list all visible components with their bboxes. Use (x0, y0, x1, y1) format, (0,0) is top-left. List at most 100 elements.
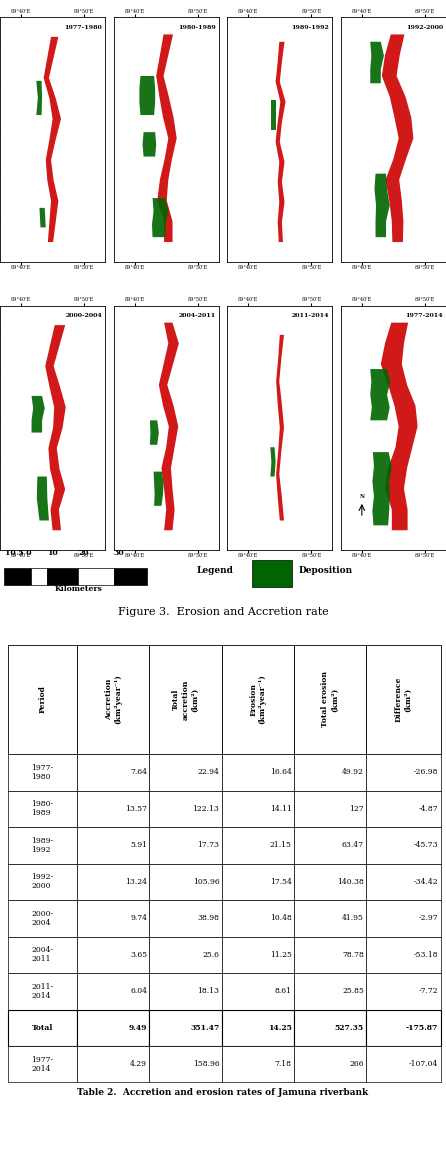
Text: 1977-
2014: 1977- 2014 (32, 1055, 54, 1073)
Text: 30: 30 (114, 549, 124, 556)
Bar (222, 901, 294, 936)
Text: -2.97: -2.97 (419, 914, 438, 922)
Bar (149, 645, 222, 754)
Text: 2011-2014: 2011-2014 (292, 313, 329, 318)
Text: Total: Total (32, 1024, 53, 1032)
Polygon shape (276, 42, 285, 242)
Text: 1980-
1989: 1980- 1989 (32, 800, 54, 817)
Polygon shape (382, 35, 413, 242)
Text: 4.29: 4.29 (130, 1060, 147, 1068)
Text: -45.73: -45.73 (414, 842, 438, 850)
Polygon shape (45, 325, 66, 531)
Polygon shape (143, 132, 156, 156)
Text: 78.78: 78.78 (342, 950, 364, 958)
Bar (77, 973, 149, 1009)
Text: Difference
(km²): Difference (km²) (395, 676, 412, 722)
Text: 122.13: 122.13 (193, 805, 219, 813)
Polygon shape (153, 472, 164, 506)
Bar (8, 901, 77, 936)
Polygon shape (270, 447, 276, 476)
Polygon shape (36, 81, 42, 116)
Text: 17.73: 17.73 (198, 842, 219, 850)
Text: Kilometers: Kilometers (54, 585, 102, 593)
Bar (366, 645, 441, 754)
Bar (8, 754, 77, 791)
Text: -4.87: -4.87 (419, 805, 438, 813)
Text: 2004-2011: 2004-2011 (178, 313, 215, 318)
Bar (294, 791, 366, 828)
Text: -175.87: -175.87 (406, 1024, 438, 1032)
Text: 1977-1980: 1977-1980 (64, 24, 102, 30)
Bar (149, 864, 222, 901)
Bar (366, 828, 441, 864)
Polygon shape (381, 323, 417, 531)
Bar (114, 568, 147, 585)
Bar (77, 901, 149, 936)
Text: 13.24: 13.24 (125, 877, 147, 885)
Text: 1977-2014: 1977-2014 (405, 313, 443, 318)
Bar (366, 754, 441, 791)
Text: 6.04: 6.04 (130, 987, 147, 995)
Text: 2011-
2014: 2011- 2014 (32, 983, 54, 1000)
Text: 158.96: 158.96 (193, 1060, 219, 1068)
Polygon shape (39, 208, 46, 228)
Polygon shape (370, 369, 390, 421)
Bar (8, 1046, 77, 1082)
Polygon shape (156, 35, 177, 242)
Text: -53.18: -53.18 (414, 950, 438, 958)
Text: 18.13: 18.13 (198, 987, 219, 995)
Text: 127: 127 (349, 805, 364, 813)
Bar (222, 1046, 294, 1082)
Text: 16.64: 16.64 (270, 769, 292, 777)
Text: 1992-
2000: 1992- 2000 (32, 873, 54, 890)
Text: Accretion
(km²year⁻¹): Accretion (km²year⁻¹) (105, 674, 122, 725)
Text: 1992-2000: 1992-2000 (406, 24, 443, 30)
Bar (8, 973, 77, 1009)
Bar (294, 754, 366, 791)
Bar (4, 568, 31, 585)
Text: 351.47: 351.47 (190, 1024, 219, 1032)
Polygon shape (32, 395, 45, 432)
Bar (149, 1046, 222, 1082)
Text: 2004-
2011: 2004- 2011 (32, 947, 54, 963)
Bar (252, 560, 292, 587)
Bar (294, 973, 366, 1009)
Bar (366, 936, 441, 973)
Text: 20: 20 (78, 549, 89, 556)
Text: 1989-1992: 1989-1992 (292, 24, 329, 30)
Text: N: N (359, 494, 364, 498)
Text: -34.42: -34.42 (414, 877, 438, 885)
Bar (149, 936, 222, 973)
Bar (222, 791, 294, 828)
Text: Deposition: Deposition (299, 565, 353, 575)
Bar (222, 1009, 294, 1046)
Bar (222, 936, 294, 973)
Text: 11.25: 11.25 (270, 950, 292, 958)
Bar (149, 901, 222, 936)
Bar (8, 936, 77, 973)
Text: 25.6: 25.6 (202, 950, 219, 958)
Bar (366, 1046, 441, 1082)
Polygon shape (372, 452, 392, 525)
Text: Table 2.  Accretion and erosion rates of Jamuna riverbank: Table 2. Accretion and erosion rates of … (77, 1088, 369, 1097)
Text: 8.61: 8.61 (275, 987, 292, 995)
Bar (8, 1009, 77, 1046)
Text: 105.96: 105.96 (193, 877, 219, 885)
Bar (31, 568, 47, 585)
Bar (149, 791, 222, 828)
Bar (149, 828, 222, 864)
Bar (366, 973, 441, 1009)
Bar (366, 901, 441, 936)
Text: 5.91: 5.91 (130, 842, 147, 850)
Text: 22.94: 22.94 (198, 769, 219, 777)
Bar (366, 864, 441, 901)
Bar (222, 864, 294, 901)
Bar (77, 1046, 149, 1082)
Text: 266: 266 (349, 1060, 364, 1068)
Text: 10 5 0: 10 5 0 (5, 549, 32, 556)
Bar (8, 791, 77, 828)
Text: 2000-
2004: 2000- 2004 (32, 910, 54, 927)
Bar (294, 1046, 366, 1082)
Bar (149, 1009, 222, 1046)
Bar (294, 828, 366, 864)
